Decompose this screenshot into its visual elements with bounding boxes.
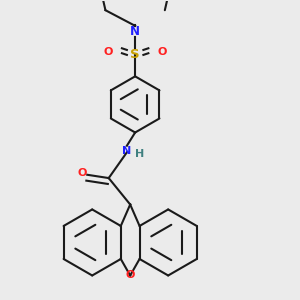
Text: O: O: [77, 168, 87, 178]
Text: N: N: [130, 25, 140, 38]
Text: O: O: [125, 271, 135, 281]
Text: O: O: [104, 47, 113, 57]
Text: S: S: [130, 48, 140, 62]
Text: O: O: [157, 47, 167, 57]
Text: N: N: [122, 146, 131, 156]
Text: H: H: [135, 149, 144, 159]
